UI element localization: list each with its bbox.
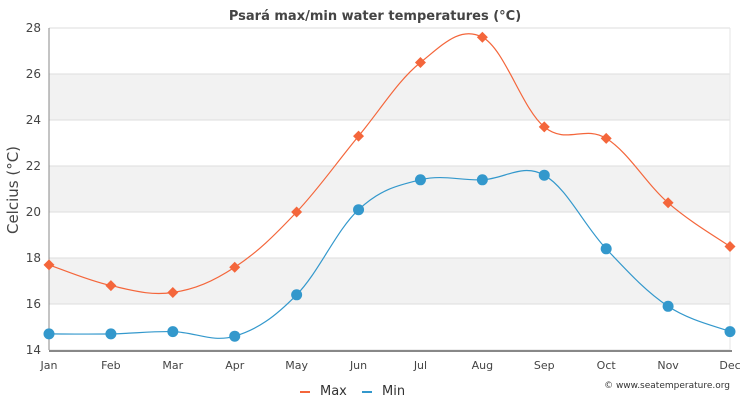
y-tick-label: 14	[26, 343, 41, 357]
plot-band	[49, 74, 730, 120]
x-tick-label: Oct	[597, 359, 617, 372]
x-tick-label: Nov	[657, 359, 679, 372]
data-point	[353, 204, 365, 216]
data-point	[167, 326, 179, 338]
data-point	[476, 31, 488, 43]
x-tick-labels: Jan Feb Mar Apr May Jun Jul Aug Sep Oct Nov Dec	[40, 359, 741, 372]
data-point	[538, 169, 550, 181]
data-point	[105, 328, 117, 340]
data-point	[229, 261, 241, 273]
y-tick-label: 24	[26, 113, 41, 127]
legend-item-min[interactable]: Min	[362, 384, 405, 399]
data-point	[600, 132, 612, 144]
data-point	[600, 243, 612, 255]
data-point	[476, 174, 488, 186]
data-point	[167, 287, 179, 298]
x-tick-label: Mar	[162, 359, 183, 372]
y-tick-labels: 14 16 18 20 22 24 26 28	[26, 21, 41, 357]
data-point	[662, 300, 674, 312]
x-tick-label: Jan	[40, 359, 58, 372]
y-tick-label: 20	[26, 205, 41, 219]
data-point	[105, 280, 117, 292]
data-point	[414, 174, 426, 186]
y-axis-label: Celcius (°C)	[4, 146, 22, 234]
series	[43, 31, 736, 342]
x-tick-label: Jun	[349, 359, 367, 372]
data-point	[291, 289, 303, 301]
legend: Max Min	[300, 384, 405, 399]
y-tick-label: 18	[26, 251, 41, 265]
series-min	[43, 169, 736, 342]
plot-band	[49, 258, 730, 304]
x-tick-label: Jul	[413, 359, 427, 372]
data-point	[43, 259, 55, 271]
data-point	[291, 206, 303, 218]
legend-label: Min	[382, 384, 405, 399]
data-point	[724, 241, 736, 252]
data-point	[229, 330, 241, 342]
y-tick-label: 22	[26, 159, 41, 173]
x-tick-label: Feb	[101, 359, 120, 372]
legend-item-max[interactable]: Max	[300, 384, 347, 399]
data-point	[353, 130, 365, 142]
x-tick-label: Dec	[719, 359, 740, 372]
series-max	[43, 31, 736, 298]
x-tick-label: Apr	[225, 359, 245, 372]
legend-label: Max	[320, 384, 347, 399]
data-point	[538, 121, 550, 133]
axes	[48, 28, 732, 352]
data-point	[414, 57, 426, 68]
x-tick-label: Aug	[472, 359, 493, 372]
y-tick-label: 26	[26, 67, 41, 81]
data-point	[724, 326, 736, 338]
data-point	[662, 197, 674, 209]
chart-title: Psará max/min water temperatures (°C)	[229, 9, 521, 24]
data-point	[43, 328, 55, 340]
y-tick-label: 28	[26, 21, 41, 35]
y-tick-label: 16	[26, 297, 41, 311]
x-tick-label: May	[285, 359, 308, 372]
credit-text: © www.seatemperature.org	[604, 381, 730, 391]
series-line-max	[48, 33, 731, 295]
x-tick-label: Sep	[534, 359, 555, 372]
